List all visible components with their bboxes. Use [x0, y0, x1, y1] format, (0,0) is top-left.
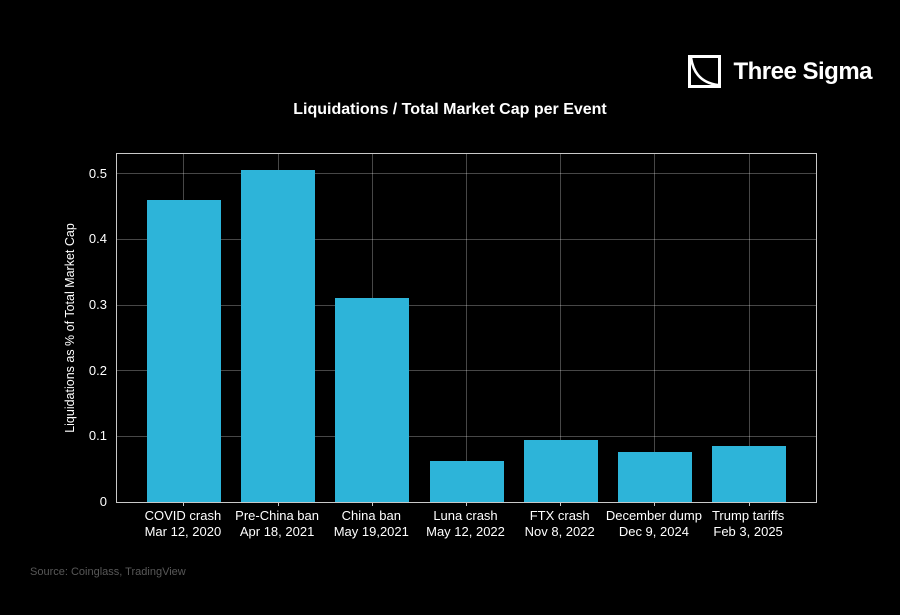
event-date: Nov 8, 2022	[524, 524, 595, 539]
three-sigma-logo: Three Sigma	[687, 53, 872, 90]
event-name: FTX crash	[529, 508, 590, 523]
event-name: Pre-China ban	[235, 508, 319, 523]
x-axis-tick	[748, 502, 750, 506]
x-axis-tick	[183, 502, 185, 506]
y-gridline	[117, 173, 816, 175]
event-date: Apr 18, 2021	[239, 524, 315, 539]
logo-text: Three Sigma	[733, 57, 872, 85]
y-gridline	[117, 304, 816, 306]
x-gridline	[560, 154, 562, 502]
bar-luna-crash	[429, 460, 504, 502]
bar-covid-crash	[146, 199, 221, 502]
bar-pre-china-ban	[241, 170, 316, 502]
x-tick-label-ftx-crash: FTX crash Nov 8, 2022	[490, 508, 630, 540]
x-axis-tick	[371, 502, 373, 506]
x-axis-tick	[466, 502, 467, 506]
event-date: May 12, 2022	[426, 524, 505, 539]
event-date: Feb 3, 2025	[713, 524, 783, 539]
event-name: Trump tariffs	[711, 508, 785, 523]
plot-area	[116, 153, 817, 506]
y-tick-label: 0	[99, 494, 107, 509]
x-tick-label-covid-crash: COVID crash Mar 12, 2020	[113, 508, 253, 540]
bar-ftx-crash	[523, 440, 598, 502]
x-tick-label-china-ban: China ban May 19,2021	[301, 508, 441, 540]
x-gridline	[654, 154, 656, 502]
y-gridline	[117, 238, 816, 240]
y-axis-tick-labels: 0 0.1 0.2 0.3 0.4 0.5	[0, 153, 107, 509]
three-sigma-curve-icon	[688, 55, 722, 88]
bar-china-ban	[335, 298, 410, 502]
event-name: Luna crash	[433, 508, 498, 523]
x-tick-label-luna-crash: Luna crash May 12, 2022	[396, 508, 536, 540]
x-axis-tick-labels: COVID crash Mar 12, 2020 Pre-China ban Apr …	[116, 508, 817, 552]
x-tick-label-trump-tariffs: Trump tariffs Feb 3, 2025	[678, 508, 818, 540]
y-tick-label: 0.2	[88, 362, 107, 378]
y-gridline	[117, 370, 816, 372]
y-tick-label: 0.3	[88, 297, 107, 313]
y-gridline	[117, 435, 816, 437]
bar-trump-tariffs	[712, 445, 787, 502]
event-name: China ban	[341, 508, 401, 523]
source-note: Source: Coinglass, TradingView	[30, 566, 186, 578]
x-gridline	[748, 154, 750, 502]
event-date: May 19,2021	[333, 524, 409, 539]
x-tick-label-december-dump: December dump Dec 9, 2024	[584, 508, 724, 540]
event-date: Mar 12, 2020	[144, 524, 222, 539]
y-tick-label: 0.4	[88, 231, 107, 247]
event-name: December dump	[605, 508, 702, 523]
x-gridline	[466, 154, 467, 502]
y-tick-label: 0.5	[88, 165, 107, 181]
x-axis-tick	[277, 502, 279, 506]
event-date: Dec 9, 2024	[618, 524, 689, 539]
event-name: COVID crash	[144, 508, 222, 523]
y-tick-label: 0.1	[88, 428, 107, 444]
x-tick-label-pre-china-ban: Pre-China ban Apr 18, 2021	[207, 508, 347, 540]
x-axis-tick	[654, 502, 656, 506]
chart-title: Liquidations / Total Market Cap per Even…	[293, 101, 607, 118]
bar-december-dump	[617, 452, 692, 502]
x-axis-tick	[560, 502, 562, 506]
